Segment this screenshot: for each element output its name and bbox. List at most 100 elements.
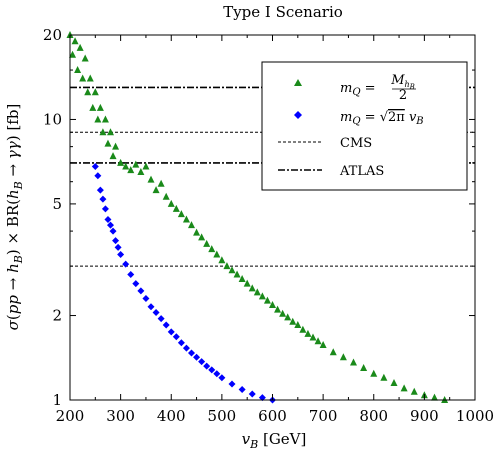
- y-tick-label: 2: [52, 307, 62, 325]
- data-point-series-1: [203, 362, 211, 370]
- data-point-series-0: [74, 66, 82, 74]
- data-point-series-0: [380, 373, 388, 381]
- data-point-series-0: [203, 239, 211, 247]
- y-tick-label: 5: [52, 195, 62, 213]
- data-point-series-0: [162, 192, 170, 200]
- data-point-series-0: [107, 128, 114, 136]
- data-point-series-0: [147, 175, 155, 183]
- data-point-series-1: [182, 344, 190, 352]
- x-tick-label: 400: [157, 407, 186, 425]
- data-point-series-1: [238, 386, 246, 394]
- data-point-series-0: [329, 348, 337, 356]
- chart-title: Type I Scenario: [223, 3, 343, 21]
- data-point-series-0: [279, 309, 287, 317]
- data-point-series-1: [152, 309, 160, 317]
- x-tick-label: 900: [410, 407, 439, 425]
- data-point-series-1: [112, 237, 120, 245]
- x-tick-label: 200: [56, 407, 85, 425]
- data-point-series-1: [208, 366, 216, 374]
- data-point-series-0: [299, 325, 307, 333]
- data-point-series-0: [339, 353, 347, 361]
- data-point-series-0: [177, 210, 185, 218]
- data-point-series-1: [137, 287, 145, 295]
- data-point-series-0: [360, 364, 368, 372]
- data-point-series-1: [122, 260, 130, 268]
- data-point-series-0: [89, 103, 97, 111]
- data-point-series-1: [104, 215, 112, 223]
- data-point-series-0: [218, 256, 226, 264]
- data-point-series-0: [319, 341, 327, 349]
- data-point-series-0: [263, 296, 271, 304]
- data-point-series-0: [284, 313, 292, 321]
- x-tick-label: 600: [258, 407, 287, 425]
- data-point-series-1: [117, 251, 125, 259]
- y-tick-label: 20: [43, 26, 62, 44]
- data-point-series-1: [177, 339, 185, 347]
- data-point-series-0: [167, 199, 175, 207]
- data-point-series-0: [289, 317, 297, 325]
- data-point-series-0: [132, 160, 140, 168]
- data-point-series-0: [193, 228, 201, 236]
- data-point-series-0: [79, 74, 87, 82]
- data-point-series-0: [182, 215, 190, 223]
- y-tick-label: 10: [43, 110, 62, 128]
- x-tick-label: 300: [106, 407, 135, 425]
- data-point-series-0: [76, 43, 84, 51]
- data-point-series-0: [172, 204, 180, 212]
- data-point-series-0: [69, 50, 77, 58]
- data-point-series-0: [213, 250, 221, 258]
- data-point-series-1: [132, 280, 140, 288]
- legend-marker-triangle: [294, 79, 302, 86]
- x-axis-label: vB [GeV]: [242, 430, 307, 451]
- data-point-series-1: [157, 315, 165, 323]
- data-point-series-0: [81, 54, 89, 62]
- data-point-series-1: [248, 390, 256, 398]
- data-point-series-0: [350, 358, 357, 366]
- x-tick-label: 800: [359, 407, 388, 425]
- data-point-series-0: [274, 305, 282, 313]
- legend-label-atlas: ATLAS: [339, 164, 384, 179]
- data-point-series-0: [309, 333, 317, 341]
- data-point-series-0: [127, 166, 135, 174]
- legend-label-cms: CMS: [340, 136, 372, 151]
- x-tick-label: 1000: [456, 407, 494, 425]
- data-point-series-1: [188, 349, 195, 357]
- data-point-series-0: [243, 279, 251, 287]
- legend-marker-diamond: [294, 111, 302, 119]
- data-point-series-1: [147, 303, 155, 311]
- legend-frac-den: 2: [399, 88, 407, 103]
- data-point-series-1: [167, 328, 175, 336]
- data-point-series-0: [294, 321, 302, 329]
- legend-entry-mq-half: mQ =: [340, 81, 376, 98]
- data-point-series-0: [99, 128, 107, 136]
- data-point-series-0: [314, 337, 322, 345]
- data-point-series-1: [96, 186, 104, 194]
- data-point-series-0: [101, 115, 109, 123]
- data-point-series-0: [258, 292, 266, 300]
- data-point-series-0: [238, 274, 246, 282]
- data-point-series-1: [172, 333, 180, 341]
- data-point-series-0: [304, 329, 312, 337]
- data-point-series-0: [188, 221, 195, 229]
- data-point-series-0: [71, 37, 79, 45]
- data-point-series-0: [370, 369, 378, 377]
- data-point-series-1: [94, 172, 102, 180]
- data-point-series-1: [218, 374, 226, 382]
- y-axis-label: σ(pp → hB) × BR(hB → γγ) [fb]: [4, 104, 25, 331]
- x-tick-label: 700: [309, 407, 338, 425]
- data-point-series-0: [157, 179, 165, 187]
- data-point-series-1: [258, 394, 266, 402]
- data-point-series-1: [91, 162, 99, 170]
- data-point-series-1: [127, 271, 135, 279]
- data-point-series-1: [198, 358, 206, 366]
- data-point-series-0: [117, 158, 125, 166]
- data-point-series-0: [198, 233, 206, 241]
- data-point-series-0: [109, 152, 117, 160]
- y-tick-label: 1: [52, 391, 62, 409]
- data-point-series-1: [109, 227, 117, 235]
- legend-entry-mq-sqrt: mQ = √2π vB: [340, 110, 424, 127]
- data-point-series-1: [213, 370, 221, 378]
- data-point-series-0: [233, 270, 241, 278]
- data-point-series-0: [253, 288, 261, 296]
